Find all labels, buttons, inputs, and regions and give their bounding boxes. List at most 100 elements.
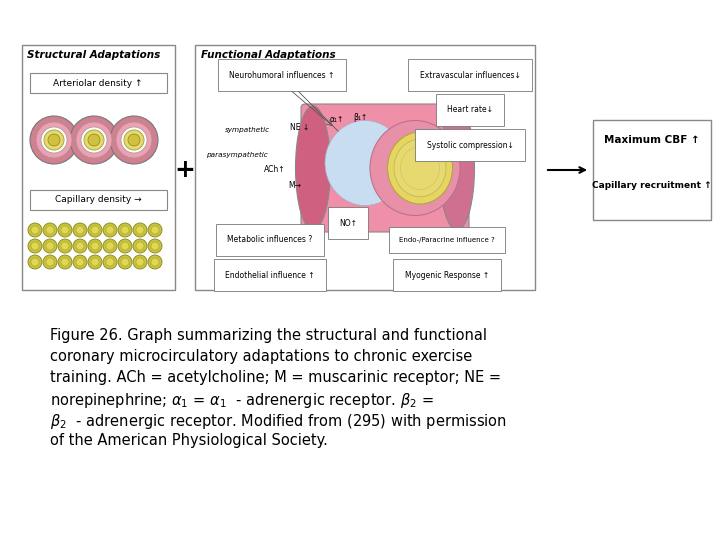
Circle shape [73,239,87,253]
Circle shape [41,127,67,153]
Circle shape [148,255,162,269]
Text: parasympathetic: parasympathetic [206,152,268,158]
Circle shape [106,226,114,234]
Circle shape [61,258,69,266]
Circle shape [124,130,144,150]
Text: Myogenic Response ↑: Myogenic Response ↑ [405,271,489,280]
Circle shape [110,116,158,164]
Circle shape [128,134,140,146]
Circle shape [31,258,39,266]
Text: coronary microcirculatory adaptations to chronic exercise: coronary microcirculatory adaptations to… [50,349,472,364]
Text: $\beta_2$  - adrenergic receptor. Modified from (295) with permission: $\beta_2$ - adrenergic receptor. Modifie… [50,412,507,431]
Circle shape [81,127,107,153]
Text: Capillary density →: Capillary density → [55,195,141,205]
Circle shape [31,226,39,234]
Bar [30,73,167,93]
Circle shape [103,239,117,253]
Text: M→: M→ [289,180,302,190]
Circle shape [121,242,129,250]
Circle shape [30,116,78,164]
Text: Extravascular influences↓: Extravascular influences↓ [420,71,521,79]
Text: NE ↓: NE ↓ [290,123,310,132]
Text: Endo-/Paracrine influence ?: Endo-/Paracrine influence ? [399,237,495,243]
Circle shape [61,242,69,250]
Circle shape [106,258,114,266]
Circle shape [133,239,147,253]
Circle shape [88,223,102,237]
Circle shape [151,242,159,250]
Circle shape [44,130,64,150]
Ellipse shape [394,139,446,197]
Circle shape [136,258,144,266]
FancyBboxPatch shape [301,104,469,232]
Circle shape [58,255,72,269]
Bar [30,190,167,210]
Circle shape [121,226,129,234]
Ellipse shape [325,120,405,206]
Ellipse shape [400,146,439,190]
Circle shape [28,255,42,269]
Circle shape [88,239,102,253]
Circle shape [46,226,54,234]
Ellipse shape [387,132,452,204]
Circle shape [43,239,57,253]
Text: Neurohumoral influences ↑: Neurohumoral influences ↑ [229,71,335,79]
Circle shape [91,226,99,234]
Circle shape [58,223,72,237]
Bar [22,45,175,290]
Circle shape [136,226,144,234]
Ellipse shape [407,153,433,183]
Circle shape [136,242,144,250]
Circle shape [118,223,132,237]
Text: norepinephrine; $\alpha_1$ = $\alpha_1$  - adrenergic receptor. $\beta_2$ =: norepinephrine; $\alpha_1$ = $\alpha_1$ … [50,391,433,410]
Ellipse shape [439,106,474,230]
Circle shape [31,242,39,250]
Text: of the American Physiological Society.: of the American Physiological Society. [50,433,328,448]
Circle shape [84,130,104,150]
Text: Systolic compression↓: Systolic compression↓ [426,140,513,150]
Circle shape [73,255,87,269]
Circle shape [88,255,102,269]
Circle shape [43,255,57,269]
Circle shape [133,255,147,269]
Circle shape [118,255,132,269]
Text: ACh↑: ACh↑ [264,165,286,174]
Circle shape [148,239,162,253]
Circle shape [106,242,114,250]
Circle shape [133,223,147,237]
Text: training. ACh = acetylcholine; M = muscarinic receptor; NE =: training. ACh = acetylcholine; M = musca… [50,370,501,385]
Circle shape [103,255,117,269]
Circle shape [58,239,72,253]
Text: Figure 26. Graph summarizing the structural and functional: Figure 26. Graph summarizing the structu… [50,328,487,343]
Circle shape [103,223,117,237]
Circle shape [73,223,87,237]
Circle shape [91,242,99,250]
Circle shape [76,226,84,234]
Text: α₁↑: α₁↑ [330,116,344,125]
Circle shape [28,239,42,253]
Bar [195,45,535,290]
Circle shape [48,134,60,146]
Text: Metabolic influences ?: Metabolic influences ? [228,235,312,245]
Circle shape [116,122,152,158]
Circle shape [70,116,118,164]
Circle shape [61,226,69,234]
Circle shape [88,134,100,146]
Text: β₁↑: β₁↑ [353,112,367,122]
Text: Arteriolar density ↑: Arteriolar density ↑ [53,78,143,87]
Circle shape [148,223,162,237]
Circle shape [121,127,147,153]
Text: Heart rate↓: Heart rate↓ [447,105,493,114]
Circle shape [36,122,72,158]
Circle shape [121,258,129,266]
Circle shape [76,122,112,158]
Circle shape [76,258,84,266]
Ellipse shape [370,120,460,215]
Circle shape [118,239,132,253]
Circle shape [46,258,54,266]
Circle shape [43,223,57,237]
Text: Capillary recruitment ↑: Capillary recruitment ↑ [592,180,712,190]
Text: Structural Adaptations: Structural Adaptations [27,50,161,60]
Bar [593,120,711,220]
Circle shape [91,258,99,266]
